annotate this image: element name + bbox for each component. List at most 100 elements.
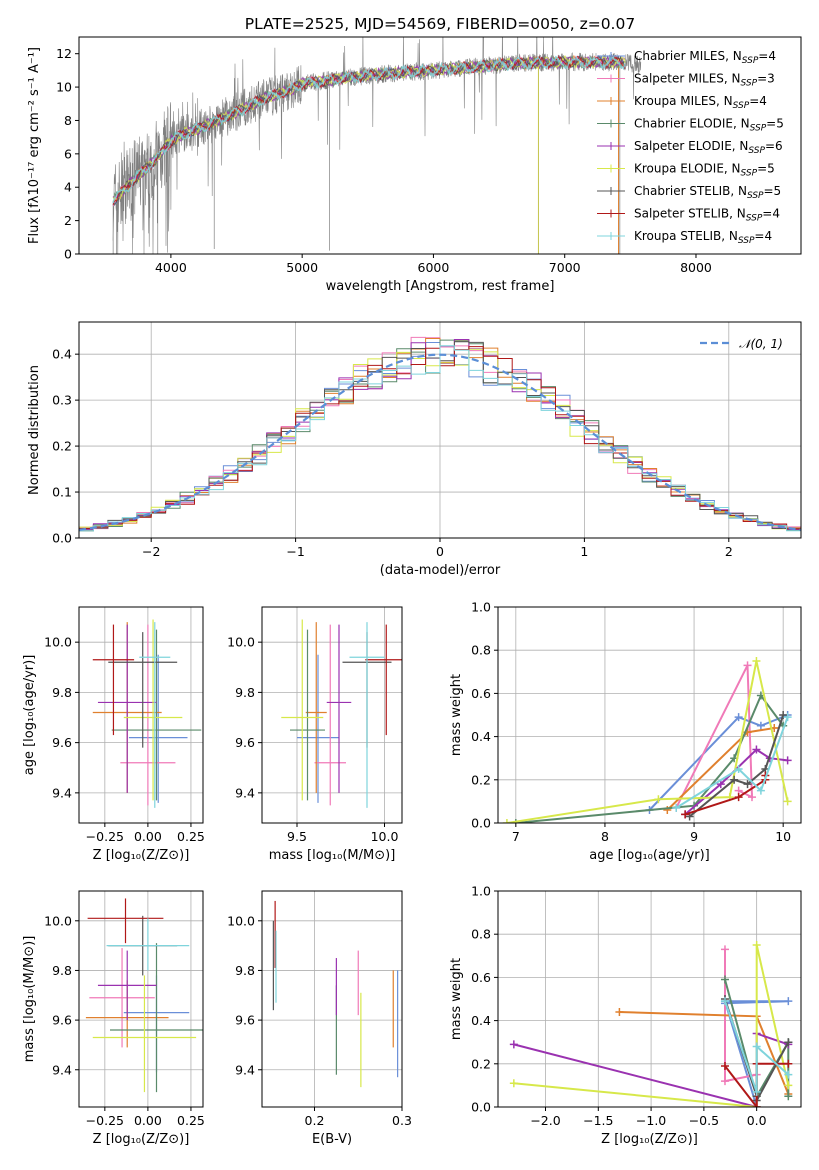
weight-marker [779, 711, 788, 719]
legend-subscript: SSP [750, 124, 767, 134]
legend-nssp: =4 [758, 49, 776, 63]
axes-frame [261, 890, 403, 1108]
legend-model-name: Kroupa STELIB, N [634, 229, 738, 243]
weight-marker [681, 810, 690, 819]
y-tick-label: 9.6 [52, 1013, 72, 1028]
residual-histogram-panel: −2 −1 0 1 2 0.0 0.1 0.2 0.3 0.4 (data-model)/error… [27, 321, 802, 578]
weight-series [502, 657, 792, 823]
y-tick-label: 10.0 [227, 635, 255, 650]
weight-marker [502, 819, 511, 823]
errorbar-series [272, 900, 399, 1088]
x-tick-label: 0.00 [134, 829, 162, 844]
weight-marker [734, 713, 743, 722]
y-tick-label: 0.2 [471, 772, 491, 787]
legend-label: Salpeter ELODIE, NSSP=6 [634, 139, 783, 156]
weight-marker [734, 793, 743, 802]
model-fit-line [112, 55, 626, 204]
model-fit-line [112, 54, 626, 202]
y-tick-label: 0.3 [52, 393, 72, 408]
weight-marker [511, 819, 520, 823]
weight-marker [784, 1081, 793, 1090]
weight-marker [752, 745, 761, 754]
y-tick-label: 1.0 [471, 600, 491, 615]
weight-marker [654, 795, 663, 804]
errorbar-series [85, 898, 203, 1093]
x-tick-label: −0.25 [86, 829, 124, 844]
legend-label: 𝒩(0, 1) [739, 337, 783, 351]
x-tick-label: 0 [436, 544, 444, 559]
weight-marker [756, 786, 765, 795]
y-tick-label: 8 [64, 113, 72, 128]
errorbar-series [92, 619, 202, 808]
weight-line [675, 716, 789, 809]
axes-frame [78, 890, 204, 1108]
y-tick-label: 9.8 [235, 963, 255, 978]
x-tick-label: −0.5 [689, 1113, 719, 1128]
axes-frame [78, 606, 204, 824]
axes-frame [497, 606, 802, 824]
weight-line [724, 1000, 789, 1093]
x-tick-label: 0.3 [392, 1113, 412, 1128]
weight-marker [509, 1040, 518, 1049]
y-tick-label: 0.0 [52, 531, 72, 546]
y-tick-label: 9.6 [235, 1013, 255, 1028]
y-tick-label: 6 [64, 146, 72, 161]
legend-model-name: Kroupa MILES, N [634, 94, 733, 108]
axes-frame [261, 606, 403, 824]
y-tick-label: 0.0 [471, 816, 491, 831]
x-tick-label: 8000 [680, 260, 712, 275]
histogram-step [79, 345, 801, 533]
axes-frame [78, 321, 802, 539]
legend-label: Salpeter STELIB, NSSP=4 [634, 207, 780, 224]
y-tick-label: 9.8 [52, 685, 72, 700]
weight-marker [783, 797, 792, 806]
weight-marker [720, 975, 729, 984]
mass-weight-vs-age-panel: 7 8 9 10 0.0 0.2 0.4 0.6 0.8 1.0 age [log₁₀(age/yr… [449, 600, 802, 863]
y-tick-label: 0.0 [471, 1100, 491, 1115]
weight-marker [509, 1079, 518, 1088]
weight-marker [783, 713, 792, 722]
age-vs-mass-panel: 9.5 10.0 9.4 9.6 9.8 10.0 mass [log₁₀(M/M⊙)] [227, 606, 403, 863]
legend-model-name: Chabrier STELIB, N [634, 184, 747, 198]
y-tick-label: 10.0 [44, 913, 72, 928]
age-vs-metallicity-panel: −0.25 0.00 0.25 9.4 9.6 9.8 10.0 Z [log₁₀(Z/Z⊙)… [22, 606, 205, 863]
axes-frame [497, 890, 802, 1108]
x-tick-label: −0.25 [86, 1113, 124, 1128]
x-tick-label: 6000 [418, 260, 450, 275]
x-tick-label: 0.25 [177, 1113, 205, 1128]
legend-nssp: =5 [757, 162, 775, 176]
legend-model-name: Chabrier MILES, N [634, 49, 742, 63]
legend-model-name: Salpeter MILES, N [634, 72, 741, 86]
y-tick-label: 2 [64, 213, 72, 228]
y-tick-label: 9.4 [235, 785, 255, 800]
weight-marker [784, 1059, 793, 1068]
weight-marker [752, 657, 761, 665]
legend-nssp: =3 [757, 72, 775, 86]
y-tick-label: 1.0 [471, 884, 491, 899]
weight-marker [752, 1042, 761, 1051]
weight-marker [615, 1007, 624, 1016]
x-axis-label: Z [log₁₀(Z/Z⊙)] [93, 848, 190, 863]
mass-weight-vs-metallicity-panel: −2.0 −1.5 −1.0 −0.5 0.0 0.0 0.2 0.4 0.6 0.8 1.0 Z [… [449, 884, 802, 1147]
weight-marker [752, 1103, 761, 1107]
weight-marker [752, 1087, 761, 1096]
legend-label: Chabrier STELIB, NSSP=5 [634, 184, 781, 201]
x-tick-label: −1.0 [636, 1113, 666, 1128]
weight-line [515, 693, 785, 823]
weight-marker [752, 941, 761, 949]
legend-model-name: Kroupa ELODIE, N [634, 162, 741, 176]
observed-spectrum-line [112, 37, 642, 254]
legend-subscript: SSP [742, 56, 759, 66]
y-axis-label: mass weight [449, 674, 464, 756]
errorbar-series [281, 619, 402, 808]
model-fit-line [112, 55, 626, 200]
y-tick-label: 0.4 [471, 1013, 491, 1028]
y-tick-label: 0 [64, 247, 72, 262]
legend-label: Kroupa ELODIE, NSSP=5 [634, 162, 775, 179]
figure-title: PLATE=2525, MJD=54569, FIBERID=0050, z=0… [245, 15, 635, 33]
x-tick-label: 8 [601, 829, 609, 844]
legend-nssp: =4 [754, 229, 772, 243]
weight-marker [756, 721, 765, 730]
y-axis-label: Flux [fλ10⁻¹⁷ erg cm⁻² s⁻¹ A⁻¹] [27, 47, 42, 244]
legend-subscript: SSP [748, 146, 765, 156]
